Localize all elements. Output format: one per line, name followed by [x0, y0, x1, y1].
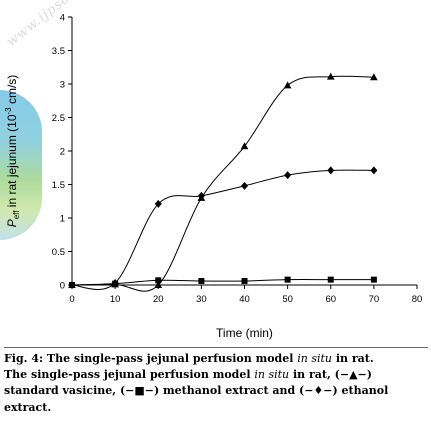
- series-line-square: [71, 279, 374, 286]
- diamond-marker: [111, 278, 119, 287]
- watermark-graphic: [0, 90, 42, 240]
- x-tick-label: 70: [369, 294, 380, 305]
- x-tick-label: 40: [239, 294, 250, 305]
- square-marker: [198, 277, 205, 284]
- y-tick-label: 0: [60, 281, 65, 292]
- caption-fig-prefix: Fig. 4: The single-pass jejunal perfusio…: [4, 352, 298, 365]
- caption-body-prefix: The single-pass jejunal perfusion model: [4, 368, 255, 382]
- y-tick-label: 0.5: [52, 247, 65, 258]
- square-marker: [327, 276, 334, 283]
- diamond-marker: [284, 171, 292, 180]
- square-marker: [370, 276, 377, 283]
- y-axis-title: Peff in rat jejunum (10-3 cm/s): [4, 75, 21, 228]
- diamond-marker: [241, 181, 248, 190]
- diamond-marker: [154, 199, 162, 208]
- y-axis-title-superscript: -3: [4, 107, 13, 115]
- chart-series: [68, 72, 378, 292]
- square-marker: [284, 276, 291, 283]
- x-tick-label: 0: [69, 294, 74, 305]
- figure-caption: Fig. 4: The single-pass jejunal perfusio…: [4, 351, 428, 416]
- triangle-marker: [154, 281, 163, 288]
- x-tick-label: 20: [153, 294, 164, 305]
- square-marker: [155, 277, 162, 284]
- x-tick-label: 80: [412, 294, 423, 305]
- x-tick-label: 60: [325, 294, 336, 305]
- series-line-triangle: [71, 75, 374, 292]
- diamond-marker: [327, 166, 335, 175]
- y-tick-label: 3: [60, 80, 65, 91]
- y-tick-label: 4: [60, 13, 65, 24]
- diamond-marker: [370, 166, 378, 175]
- series-line-diamond: [71, 169, 374, 290]
- y-tick-label: 3.5: [52, 46, 65, 57]
- caption-divider: [4, 347, 428, 348]
- caption-fig-italic: in situ: [297, 352, 333, 365]
- x-axis-title: Time (min): [216, 326, 273, 340]
- y-axis-title-subscript: eff: [12, 210, 21, 220]
- triangle-marker: [370, 73, 378, 81]
- y-axis-title-symbol: P: [5, 219, 19, 227]
- caption-body-italic: in situ: [254, 368, 290, 382]
- x-tick-label: 10: [110, 294, 121, 305]
- diamond-marker: [68, 281, 76, 289]
- caption-body-text: in rat, (−▲−) standard vasicine, (−■−) m…: [4, 368, 389, 414]
- x-tick-label: 30: [196, 294, 207, 305]
- triangle-marker: [240, 142, 249, 150]
- diamond-marker: [197, 191, 205, 200]
- y-tick-label: 1: [60, 214, 65, 225]
- triangle-marker: [283, 81, 292, 89]
- triangle-marker: [326, 72, 335, 80]
- caption-fig-suffix: in rat.: [332, 352, 374, 365]
- y-axis-title-text: in rat jejunum (10: [5, 114, 19, 210]
- x-tick-label: 50: [282, 294, 293, 305]
- y-tick-label: 2: [60, 147, 65, 158]
- y-tick-label: 2.5: [52, 113, 65, 124]
- square-marker: [241, 277, 248, 284]
- chart-axes: [68, 16, 418, 289]
- y-axis-title-unit: cm/s): [5, 75, 19, 108]
- y-tick-label: 1.5: [52, 180, 65, 191]
